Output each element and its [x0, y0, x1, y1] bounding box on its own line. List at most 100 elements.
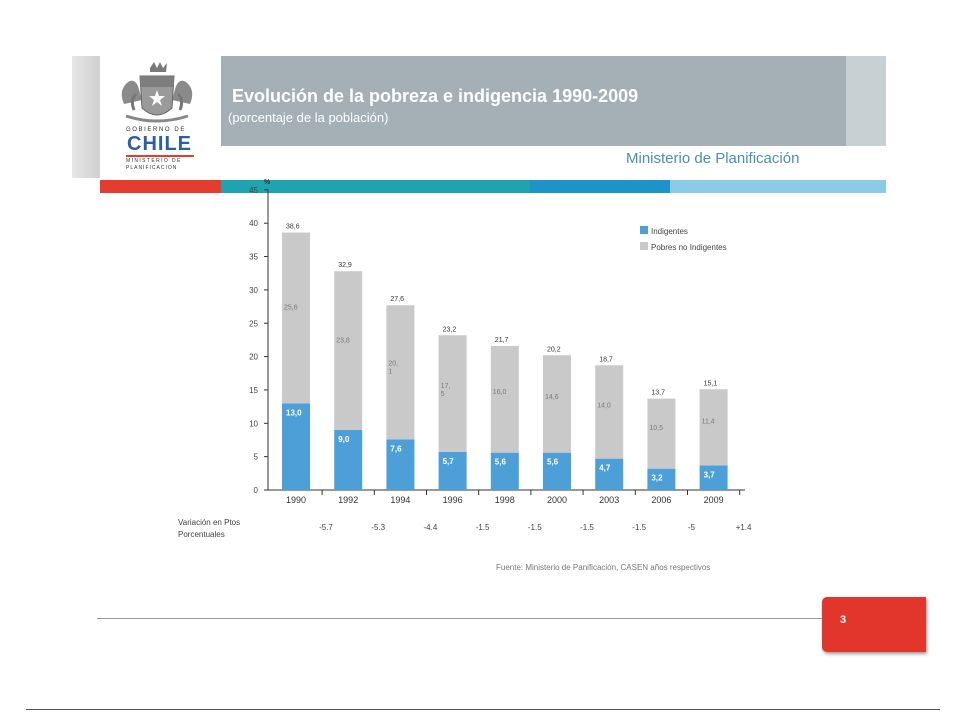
bar-indigentes: [699, 465, 728, 490]
y-tick-label: 15: [249, 386, 258, 395]
data-label-pobres: 25,6: [284, 304, 298, 311]
data-label-indigentes: 7,6: [390, 444, 402, 453]
chart-legend: Indigentes Pobres no Indigentes: [640, 226, 727, 252]
title-banner-cap: [846, 56, 886, 146]
data-label-indigentes: 3,7: [704, 470, 716, 479]
logo-line3: MINISTERIO DE: [126, 158, 182, 164]
color-band-teal: [221, 180, 530, 193]
x-tick-label: 2003: [599, 495, 619, 505]
data-label-total: 38,6: [286, 224, 300, 231]
bottom-rule: [26, 709, 940, 710]
bar-indigentes: [438, 451, 467, 490]
data-label-total: 21,7: [495, 337, 509, 344]
bar-indigentes: [490, 452, 519, 490]
data-label-pobres: 16,0: [493, 389, 507, 396]
data-label-pobres: 14,0: [597, 402, 611, 409]
logo-divider: [126, 155, 194, 157]
color-band-blue: [530, 180, 670, 193]
bar-pobres-no-indigentes: [543, 355, 571, 453]
bar-pobres-no-indigentes: [595, 365, 624, 459]
data-label-indigentes: 5,7: [443, 457, 455, 466]
source-note: Fuente: Ministerio de Panificación, CASE…: [496, 563, 711, 572]
data-label-indigentes: 13,0: [286, 408, 302, 417]
bar-pobres-no-indigentes: [438, 335, 467, 452]
color-band-red: [100, 180, 221, 193]
data-label-pobres: 10,5: [649, 425, 663, 432]
bar-pobres-no-indigentes: [282, 232, 310, 404]
data-label-indigentes: 3,2: [651, 474, 663, 483]
logo-line4: PLANIFICACION: [126, 165, 178, 171]
bar-pobres-no-indigentes: [334, 271, 363, 430]
logo-line2: CHILE: [127, 133, 192, 155]
x-tick-label: 1990: [286, 495, 306, 505]
bar-pobres-no-indigentes: [490, 345, 519, 453]
data-label-total: 27,6: [390, 296, 404, 303]
page-number: 3: [840, 614, 847, 626]
y-tick-label: 10: [249, 419, 258, 428]
x-tick-label: 2006: [651, 495, 671, 505]
variation-value: +1.4: [736, 523, 752, 532]
poverty-chart: 0 5 10 15 20 25 30 35 40 45% 1990 1992 1994 1996 1998 2…: [178, 179, 752, 539]
bar-pobres-no-indigentes: [386, 305, 415, 440]
bar-pobres-no-indigentes: [647, 398, 676, 469]
coat-of-arms-icon: [121, 62, 193, 123]
x-tick-label: 2000: [547, 495, 567, 505]
x-tick-label: 1992: [338, 495, 358, 505]
legend-swatch: [640, 226, 648, 234]
legend-label: Pobres no Indigentes: [651, 243, 727, 252]
y-tick-label: 20: [249, 353, 258, 362]
data-label-total: 15,1: [704, 380, 718, 387]
y-tick-label: 25: [249, 319, 258, 328]
title-banner: [221, 56, 846, 146]
ministry-name: Ministerio de Planificación: [626, 150, 800, 167]
data-label-total: 20,2: [547, 346, 561, 353]
y-tick-label: 40: [249, 219, 258, 228]
x-tick-label: 1996: [443, 495, 463, 505]
data-label-indigentes: 5,6: [495, 458, 507, 467]
bar-indigentes: [282, 403, 310, 490]
color-band-lightblue: [670, 180, 886, 193]
variation-row: -5.7 -5.3 -4.4 -1.5 -1.5 -1.5 -1.5 -5 +1.4 Variac…: [178, 518, 752, 539]
bar-indigentes: [334, 429, 363, 490]
data-label-indigentes: 5,6: [547, 458, 559, 467]
variation-value: -5.3: [371, 523, 385, 532]
bar-indigentes: [647, 468, 676, 490]
legend-label: Indigentes: [651, 227, 688, 236]
data-label-total: 32,9: [338, 262, 352, 269]
data-label-pobres: 11,4: [702, 419, 715, 426]
legend-swatch: [640, 242, 648, 250]
y-tick-label: 35: [249, 253, 258, 262]
data-label-total: 18,7: [599, 356, 613, 363]
data-label-pobres: 17, 5: [441, 383, 451, 398]
bar-indigentes: [543, 452, 571, 490]
y-tick-label: 30: [249, 286, 258, 295]
y-tick-label: 5: [254, 453, 259, 462]
y-axis-unit: %: [264, 179, 271, 186]
variation-label-2: Porcentuales: [178, 530, 225, 539]
x-tick-label: 1994: [390, 495, 410, 505]
variation-value: -4.4: [424, 523, 438, 532]
variation-value: -1.5: [528, 523, 542, 532]
y-tick-label: 45: [249, 186, 258, 195]
x-tick-label: 2009: [704, 495, 724, 505]
bar-indigentes: [386, 439, 415, 490]
page-title: Evolución de la pobreza e indigencia 199…: [232, 86, 639, 106]
y-tick-label: 0: [254, 486, 259, 495]
data-label-total: 23,2: [443, 326, 457, 333]
header-left-accent: [72, 56, 100, 178]
bar-pobres-no-indigentes: [699, 389, 728, 466]
variation-value: -1.5: [632, 523, 646, 532]
data-label-indigentes: 4,7: [599, 464, 611, 473]
footer-rule: [97, 618, 827, 619]
variation-value: -5: [688, 523, 696, 532]
data-label-total: 13,7: [651, 390, 665, 397]
page-number-badge: [822, 597, 926, 652]
government-logo: GOBIERNO DE CHILE MINISTERIO DE PLANIFIC…: [104, 60, 214, 178]
x-tick-label: 1998: [495, 495, 515, 505]
variation-value: -5.7: [319, 523, 333, 532]
logo-line1: GOBIERNO DE: [126, 127, 186, 133]
bar-indigentes: [595, 458, 624, 490]
data-label-pobres: 20, 1: [388, 361, 398, 376]
data-label-indigentes: 9,0: [338, 435, 350, 444]
variation-label: Variación en Ptos: [178, 518, 240, 527]
